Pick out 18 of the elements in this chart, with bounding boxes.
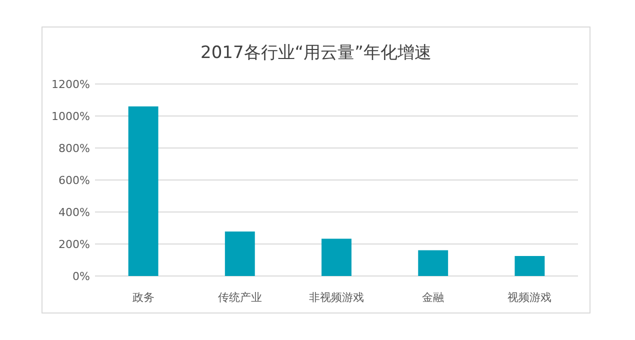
x-tick-label: 传统产业 bbox=[218, 291, 262, 304]
bar bbox=[224, 232, 255, 276]
y-tick-label: 0% bbox=[72, 270, 90, 283]
bar bbox=[514, 256, 545, 276]
x-tick-label: 非视频游戏 bbox=[309, 291, 364, 304]
x-tick-label: 金融 bbox=[422, 291, 444, 304]
y-tick-label: 1200% bbox=[52, 78, 90, 91]
bar bbox=[128, 106, 158, 276]
x-tick-label: 政务 bbox=[132, 291, 154, 304]
x-tick-label: 视频游戏 bbox=[508, 291, 552, 304]
y-tick-label: 600% bbox=[58, 174, 90, 187]
bar bbox=[322, 238, 352, 276]
y-tick-label: 1000% bbox=[52, 110, 90, 123]
y-tick-label: 800% bbox=[58, 142, 90, 155]
y-tick-label: 200% bbox=[58, 238, 90, 251]
y-tick-label: 400% bbox=[58, 206, 90, 219]
bar bbox=[418, 250, 448, 276]
chart-title: 2017各行业“用云量”年化增速 bbox=[200, 43, 432, 63]
